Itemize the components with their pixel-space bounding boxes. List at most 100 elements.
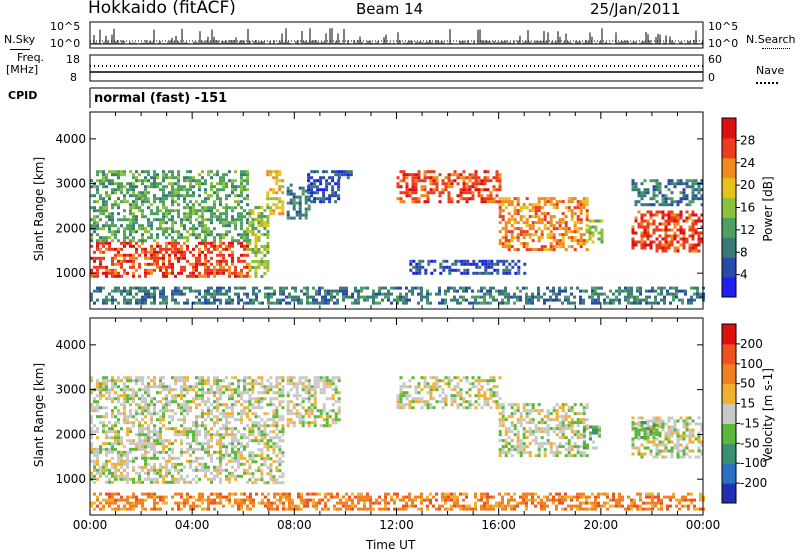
range-gate-cell (171, 262, 174, 266)
range-gate-cell (144, 301, 147, 305)
range-gate-cell (171, 191, 174, 195)
range-gate-cell (637, 191, 641, 195)
range-gate-cell (492, 295, 495, 299)
range-gate-cell (225, 424, 228, 428)
range-gate-cell (108, 218, 111, 222)
range-gate-cell (297, 301, 300, 305)
range-gate-cell (558, 200, 562, 204)
range-gate-cell (396, 185, 400, 189)
range-gate-cell (237, 298, 240, 302)
range-gate-cell (165, 250, 168, 254)
range-gate-cell (248, 400, 252, 404)
range-gate-cell (204, 239, 207, 243)
range-gate-cell (292, 201, 296, 205)
range-gate-cell (225, 224, 228, 228)
range-gate-cell (414, 176, 418, 180)
range-gate-cell (243, 427, 246, 431)
range-gate-cell (138, 265, 141, 269)
range-gate-cell (426, 292, 429, 296)
range-gate-cell (168, 176, 171, 180)
range-gate-cell (337, 185, 341, 189)
range-gate-cell (697, 219, 701, 223)
range-gate-cell (207, 197, 210, 201)
range-gate-cell (219, 179, 222, 183)
range-gate-cell (114, 439, 117, 443)
range-gate-cell (693, 298, 696, 302)
range-gate-cell (111, 465, 114, 469)
range-gate-cell (525, 197, 529, 201)
range-gate-cell (219, 286, 222, 290)
range-gate-cell (652, 231, 656, 235)
range-gate-cell (688, 203, 692, 207)
range-gate-cell (150, 292, 153, 296)
range-gate-cell (135, 394, 138, 398)
range-gate-cell (246, 301, 249, 305)
range-gate-cell (558, 233, 562, 237)
range-gate-cell (558, 292, 561, 296)
range-gate-cell (144, 477, 147, 481)
range-gate-cell (156, 471, 159, 475)
range-gate-cell (189, 289, 192, 293)
range-gate-cell (498, 215, 502, 219)
range-gate-cell (144, 295, 147, 299)
range-gate-cell (99, 250, 102, 254)
range-gate-cell (537, 236, 541, 240)
range-gate-cell (219, 292, 222, 296)
range-gate-cell (105, 268, 108, 272)
range-gate-cell (246, 400, 249, 404)
range-gate-cell (228, 230, 231, 234)
range-gate-cell (691, 182, 695, 186)
range-gate-cell (251, 248, 255, 251)
range-gate-cell (567, 200, 571, 204)
range-gate-cell (269, 424, 273, 428)
range-gate-cell (234, 474, 237, 478)
range-gate-cell (204, 244, 207, 248)
range-gate-cell (210, 215, 213, 219)
range-gate-cell (664, 231, 668, 235)
range-gate-cell (90, 474, 93, 478)
range-gate-cell (159, 209, 162, 213)
range-gate-cell (99, 289, 102, 293)
range-gate-cell (96, 394, 99, 398)
range-gate-cell (637, 225, 641, 229)
range-gate-cell (334, 388, 338, 392)
range-gate-cell (263, 221, 267, 224)
range-gate-cell (537, 215, 541, 219)
range-gate-cell (652, 222, 656, 226)
range-gate-cell (156, 236, 159, 240)
range-gate-cell (534, 230, 538, 234)
range-gate-cell (564, 248, 568, 252)
range-gate-cell (210, 436, 213, 440)
range-gate-cell (198, 298, 201, 302)
range-gate-cell (275, 382, 279, 386)
range-gate-cell (231, 244, 234, 248)
range-gate-cell (643, 188, 647, 192)
range-gate-cell (195, 179, 198, 183)
range-gate-cell (246, 253, 249, 257)
range-gate-cell (195, 182, 198, 186)
range-gate-cell (522, 203, 526, 207)
range-gate-cell (195, 244, 198, 248)
range-gate-cell (672, 295, 675, 299)
range-gate-cell (153, 262, 156, 266)
range-gate-cell (204, 403, 207, 407)
range-gate-cell (216, 170, 219, 174)
range-gate-cell (225, 298, 228, 302)
range-gate-cell (513, 221, 517, 225)
range-gate-cell (111, 179, 114, 183)
range-gate-cell (171, 209, 174, 213)
range-gate-cell (307, 409, 311, 413)
range-gate-cell (634, 182, 638, 186)
range-gate-cell (269, 388, 273, 392)
range-gate-cell (141, 233, 144, 237)
freq-label-1: Freq. (17, 51, 45, 64)
range-gate-cell (417, 382, 421, 386)
range-gate-cell (543, 218, 547, 222)
range-gate-cell (528, 236, 532, 240)
range-gate-cell (304, 376, 308, 380)
range-gate-cell (192, 400, 195, 404)
range-gate-cell (207, 397, 210, 401)
range-gate-cell (219, 436, 222, 440)
range-gate-cell (114, 191, 117, 195)
range-gate-cell (228, 421, 231, 425)
